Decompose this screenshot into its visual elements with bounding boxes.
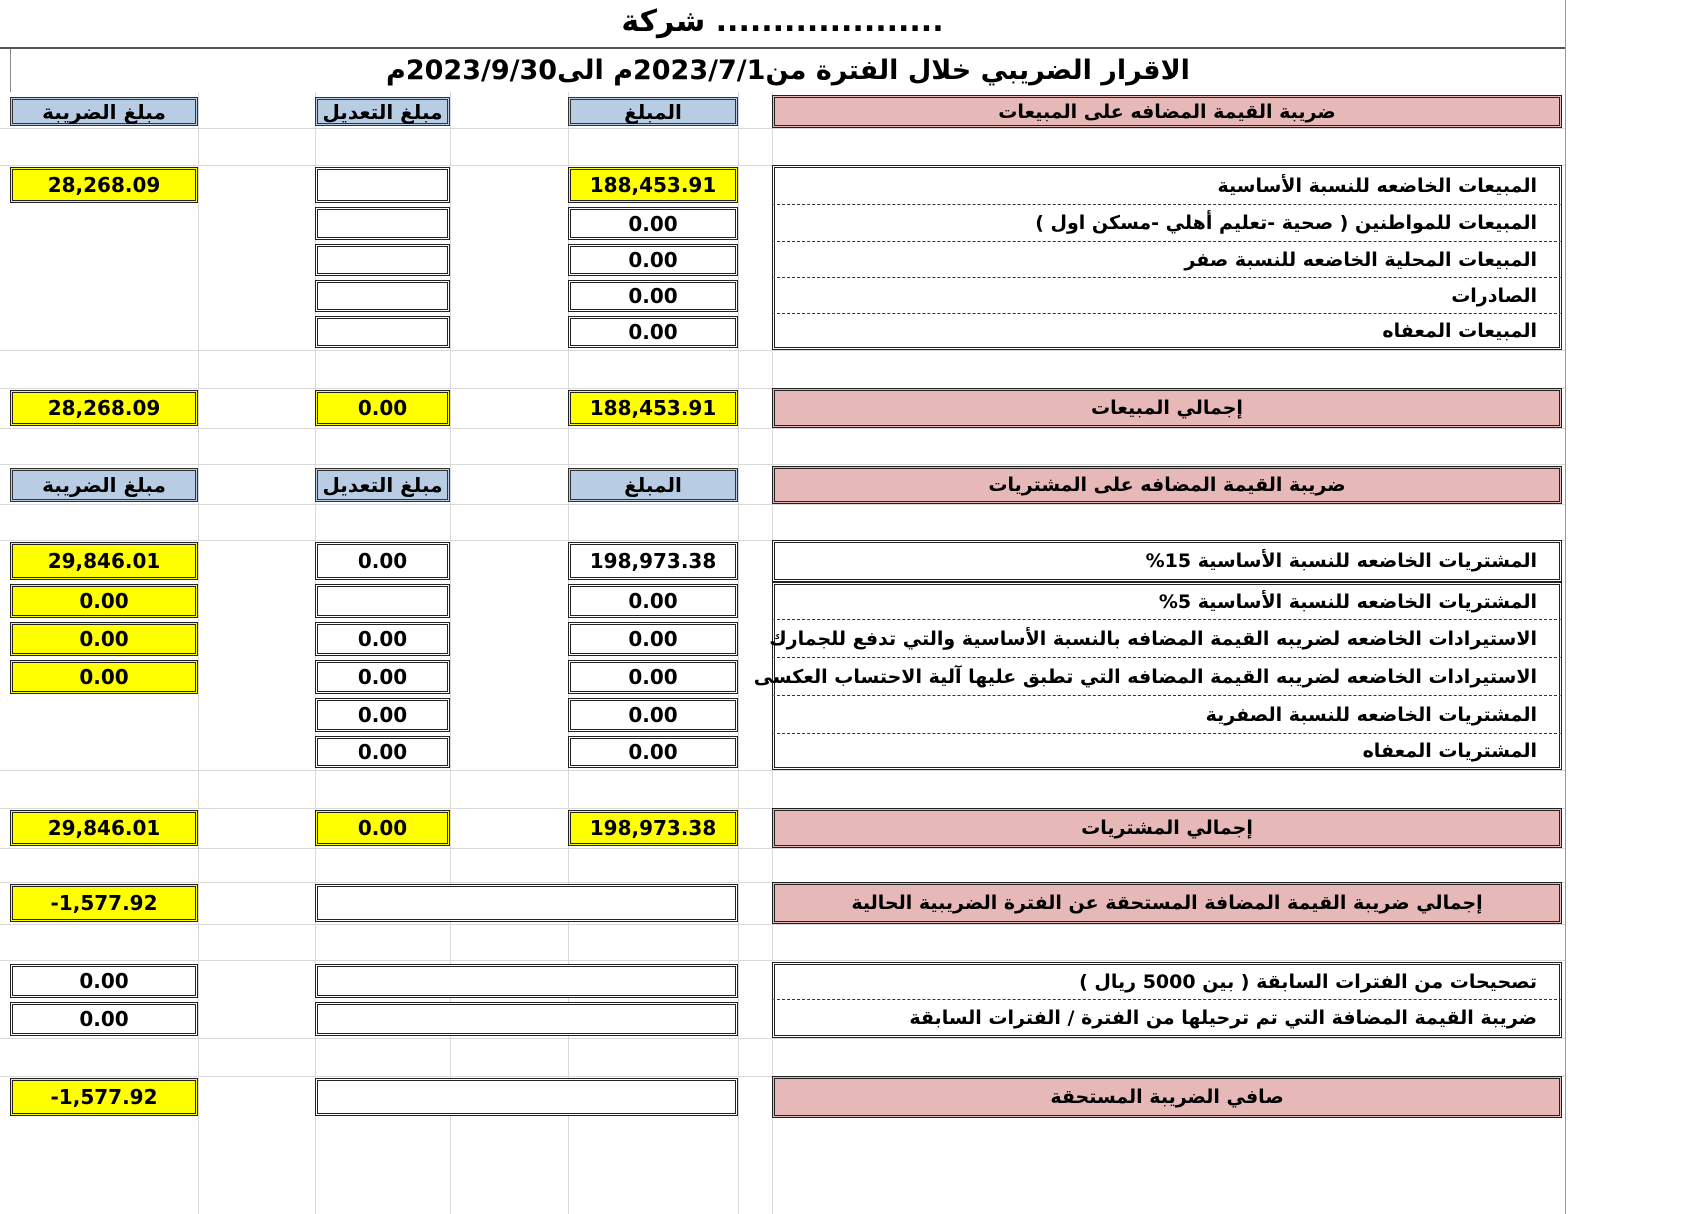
amount-cell[interactable]: 0.00 (568, 622, 738, 656)
adjustment-cell[interactable]: 0.00 (315, 810, 450, 846)
gridline (0, 350, 1565, 351)
row-label: ضريبة القيمة المضافه على المبيعات (772, 95, 1562, 128)
gridline (738, 92, 739, 1214)
tax-cell[interactable]: 0.00 (10, 584, 198, 618)
amount-cell[interactable]: 0.00 (568, 660, 738, 694)
amount-cell[interactable]: 0.00 (568, 207, 738, 240)
adjustment-cell[interactable]: 0.00 (315, 622, 450, 656)
tax-cell[interactable]: 28,268.09 (10, 167, 198, 203)
amount-cell[interactable]: 0.00 (568, 698, 738, 732)
adjustment-cell[interactable] (315, 280, 450, 312)
tax-cell[interactable]: 28,268.09 (10, 390, 198, 426)
amount-header: المبلغ (568, 468, 738, 502)
amount-cell[interactable]: 188,453.91 (568, 390, 738, 426)
gridline (0, 464, 1565, 465)
tax-header: مبلغ الضريبة (10, 468, 198, 502)
adjustment-cell[interactable] (315, 316, 450, 348)
sheet-edge (1565, 0, 1566, 1214)
row-label: إجمالي ضريبة القيمة المضافة المستحقة عن … (772, 882, 1562, 924)
adjustment-cell[interactable] (315, 167, 450, 203)
row-label: المشتريات الخاضعه للنسبة الأساسية 15% (772, 540, 1562, 582)
gridline (0, 428, 1565, 429)
tax-cell[interactable]: 29,846.01 (10, 810, 198, 846)
wide-cell[interactable] (315, 884, 738, 922)
row-label: الصادرات (772, 278, 1562, 314)
row-label: المبيعات الخاضعه للنسبة الأساسية (772, 165, 1562, 205)
adjustment-cell[interactable]: 0.00 (315, 698, 450, 732)
amount-header: المبلغ (568, 97, 738, 126)
row-label: إجمالي المبيعات (772, 388, 1562, 428)
gridline (0, 770, 1565, 771)
adjustment-cell[interactable] (315, 244, 450, 276)
tax-cell[interactable]: 0.00 (10, 1002, 198, 1036)
adjustment-cell[interactable]: 0.00 (315, 736, 450, 768)
adjustment-header: مبلغ التعديل (315, 468, 450, 502)
gridline (0, 848, 1565, 849)
adjustment-header: مبلغ التعديل (315, 97, 450, 126)
row-label: ضريبة القيمة المضافه على المشتريات (772, 466, 1562, 504)
amount-cell[interactable]: 0.00 (568, 584, 738, 618)
gridline (198, 92, 199, 1214)
report-period-title: الاقرار الضريبي خلال الفترة من2023/7/1م … (10, 49, 1565, 92)
amount-cell[interactable]: 198,973.38 (568, 810, 738, 846)
row-label: المبيعات للمواطنين ( صحية -تعليم أهلي -م… (772, 205, 1562, 242)
amount-cell[interactable]: 188,453.91 (568, 167, 738, 203)
row-label: المبيعات المعفاه (772, 314, 1562, 350)
tax-cell[interactable]: 0.00 (10, 622, 198, 656)
tax-cell[interactable]: 29,846.01 (10, 542, 198, 580)
wide-cell[interactable] (315, 964, 738, 998)
adjustment-cell[interactable]: 0.00 (315, 542, 450, 580)
row-label: الاستيرادات الخاضعه لضريبه القيمة المضاف… (769, 620, 1562, 658)
adjustment-cell[interactable]: 0.00 (315, 390, 450, 426)
amount-cell[interactable]: 0.00 (568, 736, 738, 768)
row-label: المبيعات المحلية الخاضعه للنسبة صفر (772, 242, 1562, 278)
tax-cell[interactable]: 0.00 (10, 660, 198, 694)
tax-header: مبلغ الضريبة (10, 97, 198, 126)
wide-cell[interactable] (315, 1002, 738, 1036)
row-label: المشتريات الخاضعه للنسبة الصفرية (772, 696, 1562, 734)
row-label: ضريبة القيمة المضافة التي تم ترحيلها من … (772, 1000, 1562, 1038)
company-title: شركة .................... (0, 0, 1565, 49)
gridline (0, 504, 1565, 505)
gridline (0, 924, 1565, 925)
adjustment-cell[interactable]: 0.00 (315, 660, 450, 694)
tax-cell[interactable]: -1,577.92 (10, 1078, 198, 1116)
row-label: تصحيحات من الفترات السابقة ( بين 5000 ري… (772, 962, 1562, 1000)
tax-cell[interactable]: -1,577.92 (10, 884, 198, 922)
row-label: المشتريات المعفاه (772, 734, 1562, 770)
row-label: صافي الضريبة المستحقة (772, 1076, 1562, 1118)
adjustment-cell[interactable] (315, 207, 450, 240)
amount-cell[interactable]: 0.00 (568, 280, 738, 312)
row-label: الاستيرادات الخاضعه لضريبه القيمة المضاف… (754, 658, 1562, 696)
gridline (0, 128, 1565, 129)
tax-cell[interactable]: 0.00 (10, 964, 198, 998)
row-label: إجمالي المشتريات (772, 808, 1562, 848)
amount-cell[interactable]: 198,973.38 (568, 542, 738, 580)
gridline (0, 960, 1565, 961)
wide-cell[interactable] (315, 1078, 738, 1116)
amount-cell[interactable]: 0.00 (568, 316, 738, 348)
adjustment-cell[interactable] (315, 584, 450, 618)
amount-cell[interactable]: 0.00 (568, 244, 738, 276)
gridline (450, 92, 451, 1214)
row-label: المشتريات الخاضعه للنسبة الأساسية 5% (772, 582, 1562, 620)
gridline (0, 1038, 1565, 1039)
